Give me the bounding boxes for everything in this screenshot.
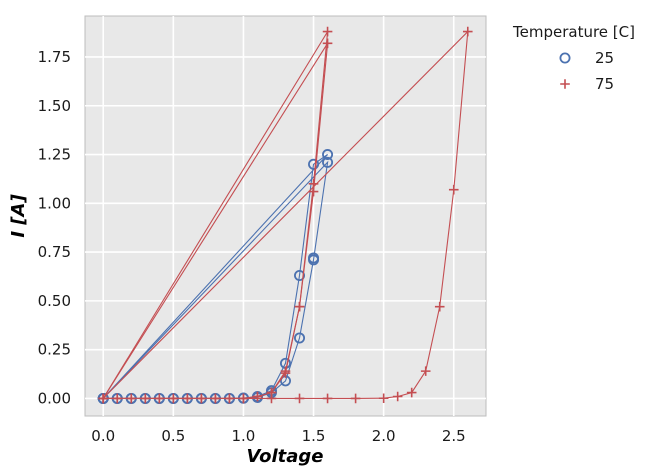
x-tick-label: 0.0 (91, 427, 115, 445)
y-tick-label: 1.00 (38, 194, 71, 212)
x-axis-label: Voltage (246, 446, 323, 467)
data-point (322, 393, 333, 404)
y-tick-label: 0.25 (38, 341, 71, 359)
x-tick-label: 1.0 (232, 427, 256, 445)
y-tick-label: 0.50 (38, 292, 71, 310)
y-tick-label: 1.50 (38, 97, 71, 115)
data-point (294, 270, 306, 282)
data-point (294, 301, 305, 312)
series-layer (97, 26, 473, 404)
legend-marker-25 (559, 52, 571, 64)
x-tick-label: 2.0 (372, 427, 396, 445)
data-point (322, 156, 334, 168)
y-tick-label: 0.00 (38, 389, 71, 407)
y-tick-label: 1.75 (38, 48, 71, 66)
data-point (322, 149, 334, 161)
data-point (308, 252, 320, 264)
data-point (350, 393, 361, 404)
data-point (98, 393, 109, 404)
data-point (322, 38, 333, 49)
x-axis-ticks: 0.0 0.5 1.0 1.5 2.0 2.5 (91, 427, 465, 445)
data-point (294, 332, 306, 344)
data-point (434, 301, 445, 312)
y-tick-label: 1.25 (38, 146, 71, 164)
x-tick-label: 2.5 (442, 427, 466, 445)
legend-label-25: 25 (595, 49, 614, 67)
data-point (406, 387, 417, 398)
y-tick-label: 0.75 (38, 243, 71, 261)
data-point (448, 184, 459, 195)
data-point (322, 26, 333, 37)
grid (85, 16, 486, 416)
x-tick-label: 1.5 (302, 427, 326, 445)
legend-marker-75 (560, 79, 570, 89)
data-point (378, 393, 389, 404)
data-point (420, 366, 431, 376)
legend: Temperature [C] 25 75 (512, 23, 635, 93)
data-point (308, 158, 320, 170)
data-point (392, 391, 403, 402)
legend-title: Temperature [C] (512, 23, 635, 41)
data-point (252, 391, 263, 402)
data-point (462, 26, 473, 37)
x-tick-label: 0.5 (161, 427, 185, 445)
data-point (280, 368, 291, 378)
legend-label-75: 75 (595, 75, 614, 93)
series-75 (98, 26, 473, 404)
y-axis-ticks: 0.00 0.25 0.50 0.75 1.00 1.25 1.50 1.75 (38, 48, 71, 407)
data-point (294, 393, 305, 404)
data-point (266, 393, 277, 404)
y-axis-label: I [A] (8, 194, 29, 238)
